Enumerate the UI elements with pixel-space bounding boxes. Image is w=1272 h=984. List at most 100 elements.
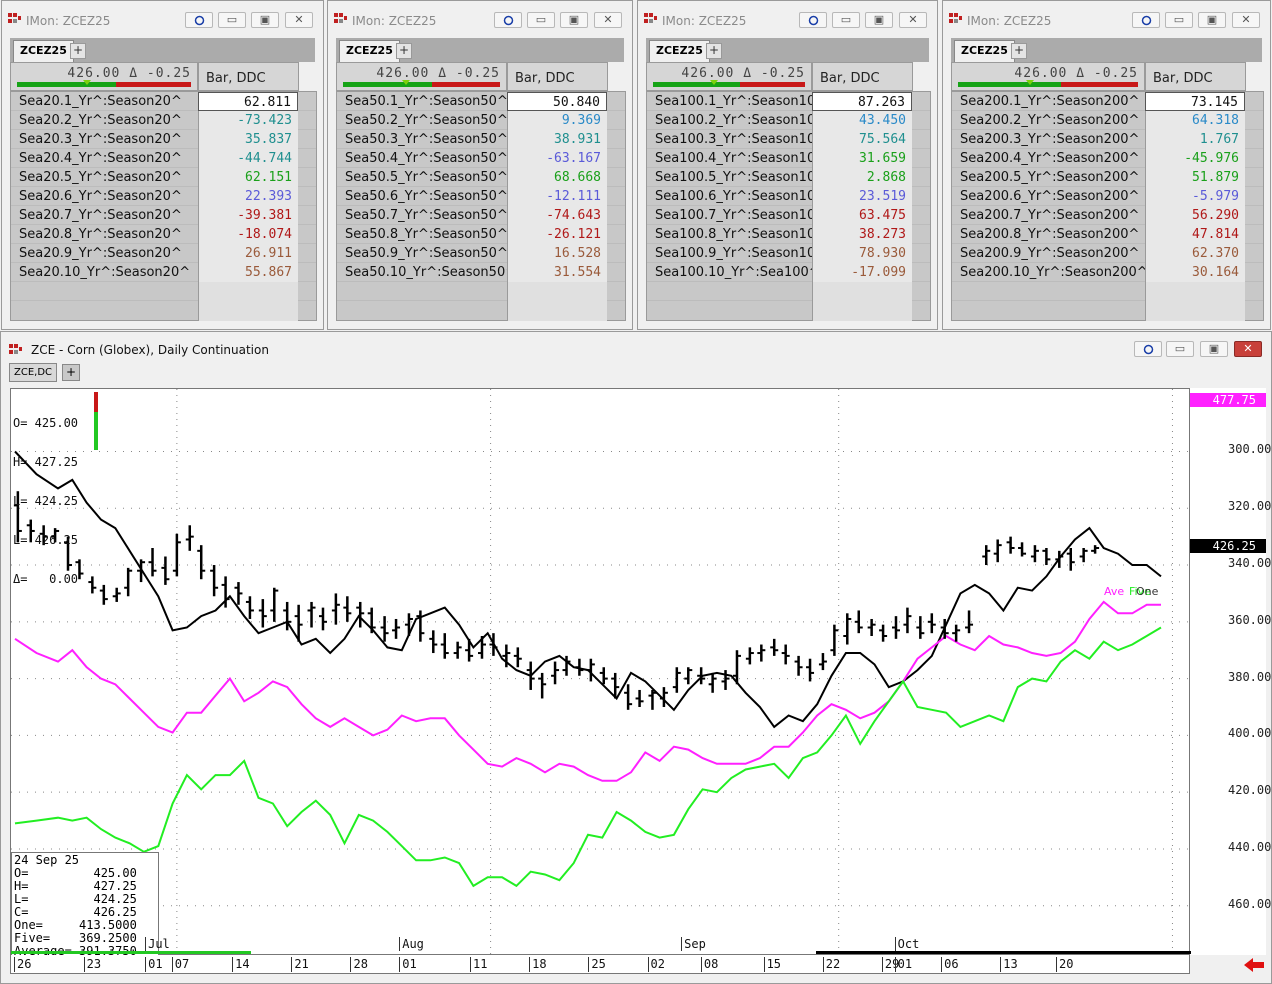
minimize-button[interactable]: ▭	[527, 12, 555, 28]
row-value[interactable]: 51.879	[1145, 168, 1245, 187]
close-button[interactable]: ✕	[594, 12, 622, 28]
row-value[interactable]: 43.450	[812, 111, 912, 130]
table-row[interactable]	[952, 282, 1263, 301]
row-value[interactable]: -17.099	[812, 263, 912, 282]
table-row[interactable]: Sea100.6_Yr^:Season100^ 23.519	[647, 187, 930, 206]
table-row[interactable]: Sea50.7_Yr^:Season50^ -74.643	[337, 206, 625, 225]
row-value[interactable]: 55.867	[198, 263, 298, 282]
monitor-tab[interactable]: ZCEZ25	[13, 40, 74, 62]
link-button[interactable]	[1132, 12, 1160, 28]
column-header[interactable]: Bar, DDC	[812, 62, 913, 91]
table-row[interactable]: Sea20.7_Yr^:Season20^ -39.381	[11, 206, 316, 225]
row-value[interactable]: -63.167	[507, 149, 607, 168]
table-row[interactable]: Sea50.6_Yr^:Season50^ -12.111	[337, 187, 625, 206]
row-value[interactable]: 62.151	[198, 168, 298, 187]
column-header[interactable]: Bar, DDC	[198, 62, 299, 91]
table-row[interactable]: Sea200.8_Yr^:Season200^ 47.814	[952, 225, 1263, 244]
row-value[interactable]: 63.475	[812, 206, 912, 225]
row-value[interactable]: 1.767	[1145, 130, 1245, 149]
table-row[interactable]	[647, 282, 930, 301]
row-value[interactable]: 87.263	[812, 92, 912, 111]
row-value[interactable]: -44.744	[198, 149, 298, 168]
table-row[interactable]: Sea50.3_Yr^:Season50^ 38.931	[337, 130, 625, 149]
row-value[interactable]: 73.145	[1145, 92, 1245, 111]
row-value[interactable]: 31.554	[507, 263, 607, 282]
table-row[interactable]: Sea20.6_Yr^:Season20^ 22.393	[11, 187, 316, 206]
add-tab-button[interactable]: +	[396, 43, 412, 59]
table-row[interactable]: Sea50.10_Yr^:Season50^ 31.554	[337, 263, 625, 282]
close-button[interactable]: ✕	[1232, 12, 1260, 28]
table-row[interactable]: Sea200.10_Yr^:Season200^ 30.164	[952, 263, 1263, 282]
link-button[interactable]	[494, 12, 522, 28]
minimize-button[interactable]: ▭	[1166, 341, 1194, 357]
table-row[interactable]: Sea20.8_Yr^:Season20^ -18.074	[11, 225, 316, 244]
add-tab-button[interactable]: +	[706, 43, 722, 59]
row-value[interactable]: 22.393	[198, 187, 298, 206]
table-row[interactable]: Sea50.2_Yr^:Season50^ 9.369	[337, 111, 625, 130]
row-value[interactable]: 64.318	[1145, 111, 1245, 130]
table-row[interactable]: Sea100.2_Yr^:Season100^ 43.450	[647, 111, 930, 130]
row-value[interactable]: 23.519	[812, 187, 912, 206]
maximize-button[interactable]: ▣	[1198, 12, 1226, 28]
table-row[interactable]: Sea200.9_Yr^:Season200^ 62.370	[952, 244, 1263, 263]
row-value[interactable]: 26.911	[198, 244, 298, 263]
close-button[interactable]: ✕	[899, 12, 927, 28]
row-value[interactable]: 47.814	[1145, 225, 1245, 244]
row-value[interactable]: -45.976	[1145, 149, 1245, 168]
table-row[interactable]: Sea50.4_Yr^:Season50^ -63.167	[337, 149, 625, 168]
link-button[interactable]	[185, 12, 213, 28]
row-value[interactable]: -74.643	[507, 206, 607, 225]
close-button[interactable]: ✕	[1234, 341, 1262, 357]
table-row[interactable]: Sea20.2_Yr^:Season20^ -73.423	[11, 111, 316, 130]
row-value[interactable]: 62.811	[198, 92, 298, 111]
maximize-button[interactable]: ▣	[251, 12, 279, 28]
column-header[interactable]: Bar, DDC	[507, 62, 608, 91]
table-row[interactable]: Sea50.8_Yr^:Season50^ -26.121	[337, 225, 625, 244]
monitor-tab[interactable]: ZCEZ25	[649, 40, 710, 62]
chart-tab[interactable]: ZCE,DC	[9, 363, 58, 382]
table-row[interactable]: Sea20.4_Yr^:Season20^ -44.744	[11, 149, 316, 168]
table-row[interactable]: Sea100.3_Yr^:Season100^ 75.564	[647, 130, 930, 149]
link-button[interactable]	[1134, 341, 1162, 357]
table-row[interactable]: Sea200.2_Yr^:Season200^ 64.318	[952, 111, 1263, 130]
table-row[interactable]	[11, 282, 316, 301]
table-row[interactable]: Sea200.7_Yr^:Season200^ 56.290	[952, 206, 1263, 225]
monitor-tab[interactable]: ZCEZ25	[339, 40, 400, 62]
table-row[interactable]	[337, 282, 625, 301]
row-value[interactable]: 16.528	[507, 244, 607, 263]
table-row[interactable]: Sea50.5_Yr^:Season50^ 68.668	[337, 168, 625, 187]
row-value[interactable]: 9.369	[507, 111, 607, 130]
row-value[interactable]: 31.659	[812, 149, 912, 168]
row-value[interactable]: 68.668	[507, 168, 607, 187]
minimize-button[interactable]: ▭	[218, 12, 246, 28]
table-row[interactable]: Sea20.9_Yr^:Season20^ 26.911	[11, 244, 316, 263]
table-row[interactable]: Sea200.5_Yr^:Season200^ 51.879	[952, 168, 1263, 187]
table-row[interactable]: Sea20.3_Yr^:Season20^ 35.837	[11, 130, 316, 149]
row-value[interactable]: 75.564	[812, 130, 912, 149]
table-row[interactable]: Sea20.5_Yr^:Season20^ 62.151	[11, 168, 316, 187]
table-row[interactable]: Sea50.9_Yr^:Season50^ 16.528	[337, 244, 625, 263]
table-row[interactable]: Sea50.1_Yr^:Season50^ 50.840	[337, 92, 625, 111]
row-value[interactable]: -26.121	[507, 225, 607, 244]
chart-plot-area[interactable]: Ave Five One O= 425.00 H= 427.25 L= 424.25…	[10, 388, 1190, 958]
add-tab-button[interactable]: +	[1011, 43, 1027, 59]
maximize-button[interactable]: ▣	[865, 12, 893, 28]
scroll-left-arrow-icon[interactable]	[1244, 958, 1264, 972]
add-tab-button[interactable]: +	[70, 43, 86, 59]
row-value[interactable]: 78.930	[812, 244, 912, 263]
table-row[interactable]: Sea200.1_Yr^:Season200^ 73.145	[952, 92, 1263, 111]
maximize-button[interactable]: ▣	[1200, 341, 1228, 357]
table-row[interactable]: Sea100.5_Yr^:Season100^ 2.868	[647, 168, 930, 187]
maximize-button[interactable]: ▣	[560, 12, 588, 28]
table-row[interactable]: Sea100.7_Yr^:Season100^ 63.475	[647, 206, 930, 225]
x-axis[interactable]: 26 23 01 07 14 21 28 01 11 18 25 02 08 15 22 29 01 06 13 20…	[10, 937, 1191, 974]
column-header[interactable]: Bar, DDC	[1145, 62, 1246, 91]
close-button[interactable]: ✕	[285, 12, 313, 28]
table-row[interactable]: Sea200.3_Yr^:Season200^ 1.767	[952, 130, 1263, 149]
minimize-button[interactable]: ▭	[832, 12, 860, 28]
row-value[interactable]: -39.381	[198, 206, 298, 225]
table-row[interactable]: Sea100.4_Yr^:Season100^ 31.659	[647, 149, 930, 168]
add-tab-button[interactable]: +	[62, 364, 80, 381]
row-value[interactable]: -73.423	[198, 111, 298, 130]
table-row[interactable]: Sea100.1_Yr^:Season100^ 87.263	[647, 92, 930, 111]
